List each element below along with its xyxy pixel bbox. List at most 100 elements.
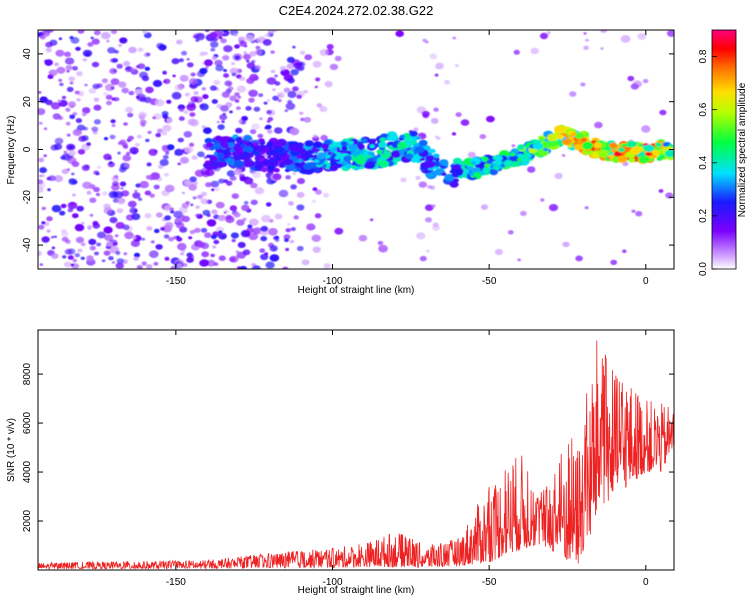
heatmap-cell (278, 189, 289, 198)
heatmap-cell (162, 154, 169, 160)
heatmap-cell (87, 225, 93, 230)
heatmap-cell (229, 257, 236, 262)
heatmap-cell (110, 119, 116, 124)
heatmap-cell (557, 134, 565, 140)
heatmap-cell (141, 261, 147, 266)
heatmap-cell (289, 239, 295, 244)
heatmap-cell (86, 255, 94, 261)
heatmap-cell (239, 76, 246, 81)
heatmap-cell (622, 249, 627, 253)
heatmap-cell (267, 129, 273, 134)
heatmap-cell (243, 51, 247, 54)
heatmap-cell (311, 234, 322, 242)
heatmap-cell (128, 46, 137, 54)
heatmap-cell (226, 170, 236, 177)
heatmap-cell (229, 175, 237, 181)
heatmap-cell (424, 160, 436, 169)
heatmap-cell (128, 90, 135, 96)
heatmap-cell (105, 94, 113, 100)
heatmap-cell (123, 252, 128, 256)
heatmap-cell (444, 80, 450, 85)
spectrogram-xtick-label: -150 (166, 276, 186, 287)
snr-xtick-label: -100 (322, 577, 342, 588)
heatmap-cell (82, 126, 88, 131)
heatmap-cell (212, 245, 217, 249)
heatmap-cell (307, 149, 314, 155)
heatmap-cell (61, 231, 69, 238)
heatmap-cell (355, 157, 366, 165)
heatmap-cell (249, 129, 257, 135)
heatmap-cell (215, 201, 225, 209)
heatmap-cell (59, 210, 66, 216)
heatmap-cell (395, 30, 405, 37)
heatmap-cell (226, 158, 235, 164)
heatmap-cell (314, 85, 318, 89)
heatmap-cell (241, 115, 249, 122)
heatmap-cell (494, 159, 502, 166)
heatmap-cell (136, 93, 146, 102)
heatmap-cell (159, 159, 169, 166)
heatmap-cell (542, 141, 553, 149)
heatmap-cell (166, 118, 173, 123)
spectrogram-xtick-label: -100 (322, 276, 342, 287)
heatmap-cell (119, 139, 126, 145)
snr-xtick-label: -150 (166, 577, 186, 588)
heatmap-cell (473, 172, 482, 178)
heatmap-cell (213, 262, 219, 266)
heatmap-cell (110, 30, 118, 35)
heatmap-cell (107, 47, 116, 54)
heatmap-cell (189, 229, 196, 235)
heatmap-cell (65, 107, 71, 112)
heatmap-cell (467, 151, 476, 158)
heatmap-cell (170, 266, 177, 269)
heatmap-cell (111, 184, 120, 191)
heatmap-cell (229, 205, 238, 212)
heatmap-cell (253, 76, 259, 81)
heatmap-cell (482, 167, 491, 173)
heatmap-cell (180, 252, 185, 256)
heatmap-cell (204, 232, 212, 238)
heatmap-cell (511, 144, 516, 148)
heatmap-cell (245, 233, 251, 237)
heatmap-cell (378, 244, 388, 253)
heatmap-cell (163, 80, 167, 83)
heatmap-cell (210, 164, 218, 170)
snr-frame (37, 329, 675, 571)
heatmap-cell (47, 188, 51, 192)
heatmap-cell (284, 238, 289, 242)
heatmap-cell (39, 263, 44, 266)
heatmap-cell (109, 134, 116, 140)
heatmap-cell (162, 71, 167, 75)
heatmap-cell (113, 69, 117, 73)
heatmap-cell (154, 99, 165, 107)
heatmap-cell (41, 236, 50, 243)
heatmap-cell (252, 265, 261, 269)
heatmap-cell (184, 146, 194, 154)
spectrogram-ytick-label: -20 (22, 190, 33, 205)
heatmap-cell (546, 31, 551, 35)
heatmap-cell (405, 153, 414, 160)
heatmap-cell (336, 152, 342, 156)
heatmap-cell (214, 135, 223, 142)
heatmap-cell (158, 44, 167, 51)
heatmap-cell (38, 108, 46, 116)
heatmap-cell (72, 193, 76, 197)
heatmap-cell (77, 248, 83, 253)
heatmap-cell (77, 149, 86, 155)
heatmap-cell (43, 32, 50, 38)
heatmap-cell (91, 126, 99, 132)
heatmap-cell (414, 146, 425, 154)
heatmap-cell (234, 92, 240, 97)
heatmap-cell (454, 64, 459, 67)
heatmap-cell (141, 237, 146, 241)
heatmap-cell (211, 188, 215, 192)
heatmap-cell (379, 137, 387, 143)
heatmap-cell (416, 232, 426, 240)
heatmap-cell (170, 210, 175, 214)
heatmap-cell (264, 33, 270, 38)
heatmap-cell (225, 214, 232, 220)
heatmap-cell (543, 147, 549, 152)
heatmap-cell (200, 191, 208, 197)
heatmap-cell (51, 253, 59, 259)
heatmap-cell (218, 232, 227, 240)
